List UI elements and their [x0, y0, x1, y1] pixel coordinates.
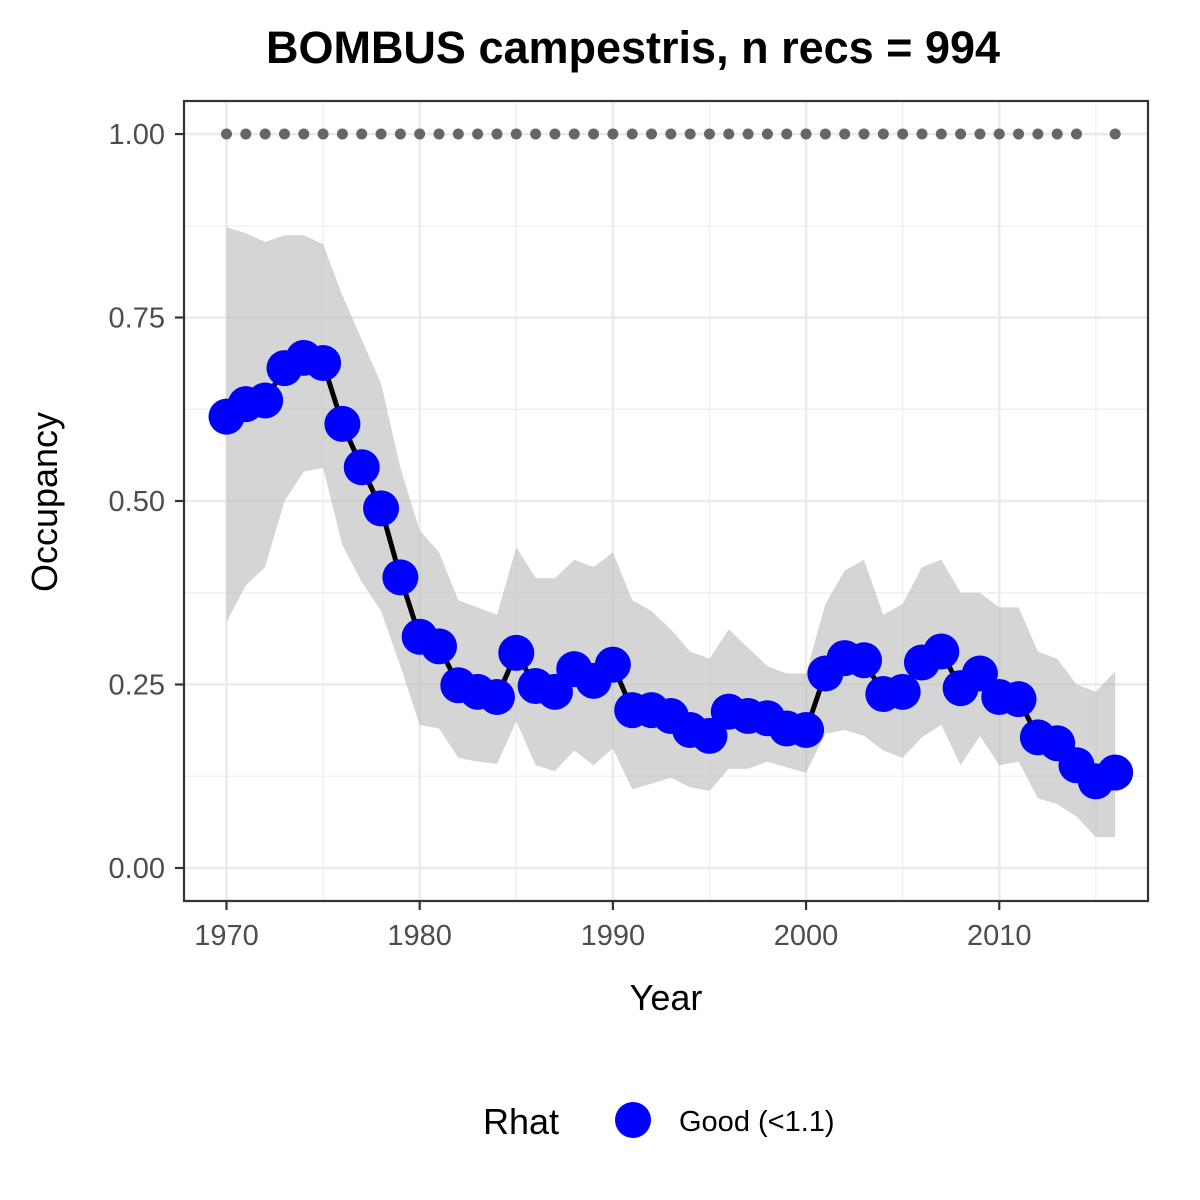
- record-marker: [530, 128, 542, 140]
- y-axis-title: Occupancy: [24, 412, 65, 592]
- y-tick-label: 0.00: [109, 853, 165, 885]
- x-tick-label: 1970: [194, 920, 259, 952]
- record-marker: [993, 128, 1005, 140]
- occupancy-points: [208, 339, 1134, 800]
- data-point: [884, 673, 921, 710]
- record-marker: [781, 128, 793, 140]
- record-marker: [278, 128, 290, 140]
- y-tick-label: 0.75: [109, 303, 165, 335]
- y-tick-label: 0.25: [109, 669, 165, 701]
- record-marker: [240, 128, 252, 140]
- legend-key-good: [615, 1102, 651, 1138]
- record-marker: [607, 128, 619, 140]
- x-tick-label: 1980: [387, 920, 452, 952]
- record-marker: [221, 128, 233, 140]
- record-marker: [897, 128, 909, 140]
- record-marker: [568, 128, 580, 140]
- record-marker: [665, 128, 677, 140]
- record-marker: [955, 128, 967, 140]
- chart-title: BOMBUS campestris, n recs = 994: [266, 22, 1000, 73]
- record-marker: [394, 128, 406, 140]
- record-marker: [839, 128, 851, 140]
- record-marker: [877, 128, 889, 140]
- record-marker: [491, 128, 503, 140]
- data-point: [421, 628, 458, 665]
- record-marker: [974, 128, 986, 140]
- record-marker: [723, 128, 735, 140]
- data-point: [247, 382, 284, 419]
- data-point: [363, 490, 400, 527]
- record-marker: [1071, 128, 1083, 140]
- data-point: [382, 559, 419, 596]
- record-marker: [935, 128, 947, 140]
- data-point: [1000, 681, 1037, 718]
- data-point: [691, 717, 728, 754]
- record-marker: [588, 128, 600, 140]
- record-marker: [819, 128, 831, 140]
- record-marker: [510, 128, 522, 140]
- data-point: [305, 345, 342, 382]
- data-point: [478, 678, 515, 715]
- record-marker: [1109, 128, 1121, 140]
- x-axis-ticks: 1970 1980 1990 2000 2010: [194, 901, 1032, 952]
- record-marker: [1013, 128, 1025, 140]
- record-marker: [703, 128, 715, 140]
- record-marker: [472, 128, 484, 140]
- record-marker: [433, 128, 445, 140]
- legend-label-good: Good (<1.1): [679, 1106, 835, 1138]
- record-marker: [549, 128, 561, 140]
- record-marker: [858, 128, 870, 140]
- record-marker: [742, 128, 754, 140]
- record-marker: [452, 128, 464, 140]
- record-marker: [414, 128, 426, 140]
- data-point: [846, 642, 883, 679]
- legend-title: Rhat: [483, 1101, 559, 1142]
- data-point: [498, 634, 535, 671]
- record-marker: [298, 128, 310, 140]
- record-marker: [336, 128, 348, 140]
- record-marker: [800, 128, 812, 140]
- y-axis-ticks: 0.00 0.25 0.50 0.75 1.00: [109, 119, 184, 885]
- record-markers: [221, 128, 1121, 140]
- record-marker: [761, 128, 773, 140]
- record-marker: [684, 128, 696, 140]
- record-marker: [375, 128, 387, 140]
- y-tick-label: 1.00: [109, 119, 165, 151]
- data-point: [923, 633, 960, 670]
- x-tick-label: 2010: [967, 920, 1032, 952]
- record-marker: [1032, 128, 1044, 140]
- data-point: [788, 711, 825, 748]
- data-point: [343, 449, 380, 486]
- record-marker: [259, 128, 271, 140]
- y-tick-label: 0.50: [109, 486, 165, 518]
- record-marker: [1051, 128, 1063, 140]
- legend: Rhat Good (<1.1): [483, 1101, 835, 1142]
- record-marker: [356, 128, 368, 140]
- record-marker: [646, 128, 658, 140]
- data-point: [324, 405, 361, 442]
- data-point: [594, 646, 631, 683]
- data-point: [1097, 754, 1134, 791]
- x-axis-title: Year: [630, 977, 703, 1018]
- record-marker: [626, 128, 638, 140]
- record-marker: [317, 128, 329, 140]
- record-marker: [916, 128, 928, 140]
- x-tick-label: 2000: [774, 920, 839, 952]
- x-tick-label: 1990: [581, 920, 646, 952]
